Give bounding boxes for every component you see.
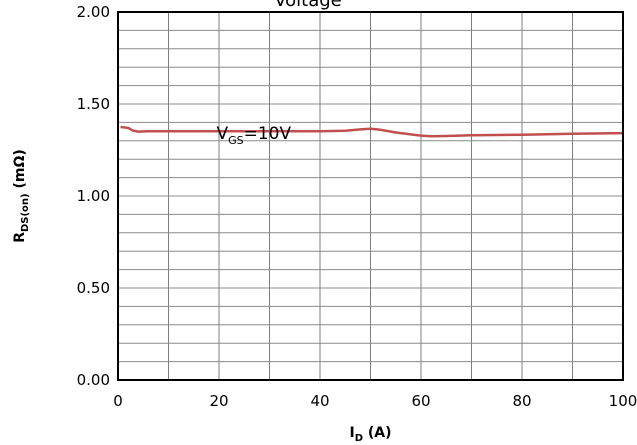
x-tick-label: 40 [310, 392, 329, 410]
vgs-annotation: VGS=10V [216, 124, 291, 147]
y-tick-label: 1.00 [77, 187, 110, 205]
grid [118, 12, 623, 380]
x-tick-label: 80 [512, 392, 531, 410]
y-tick-label: 0.00 [77, 371, 110, 389]
series-line [120, 125, 624, 138]
y-axis-label: RDS(on) (mΩ) [12, 149, 31, 243]
y-tick-label: 1.50 [77, 95, 110, 113]
y-tick-label: 0.50 [77, 279, 110, 297]
x-tick-label: 0 [113, 392, 123, 410]
y-tick-label: 2.00 [77, 3, 110, 21]
x-tick-label: 100 [609, 392, 637, 410]
chart-title: Voltage [274, 0, 342, 11]
x-tick-label: 60 [411, 392, 430, 410]
series-layer [120, 125, 624, 138]
x-tick-label: 20 [209, 392, 228, 410]
y-axis-ticks: 0.00 0.50 1.00 1.50 2.00 [77, 3, 110, 389]
x-axis-label: ID (A) [349, 425, 391, 444]
x-axis-ticks: 0 20 40 60 80 100 [113, 392, 637, 410]
plot-frame [117, 11, 624, 381]
